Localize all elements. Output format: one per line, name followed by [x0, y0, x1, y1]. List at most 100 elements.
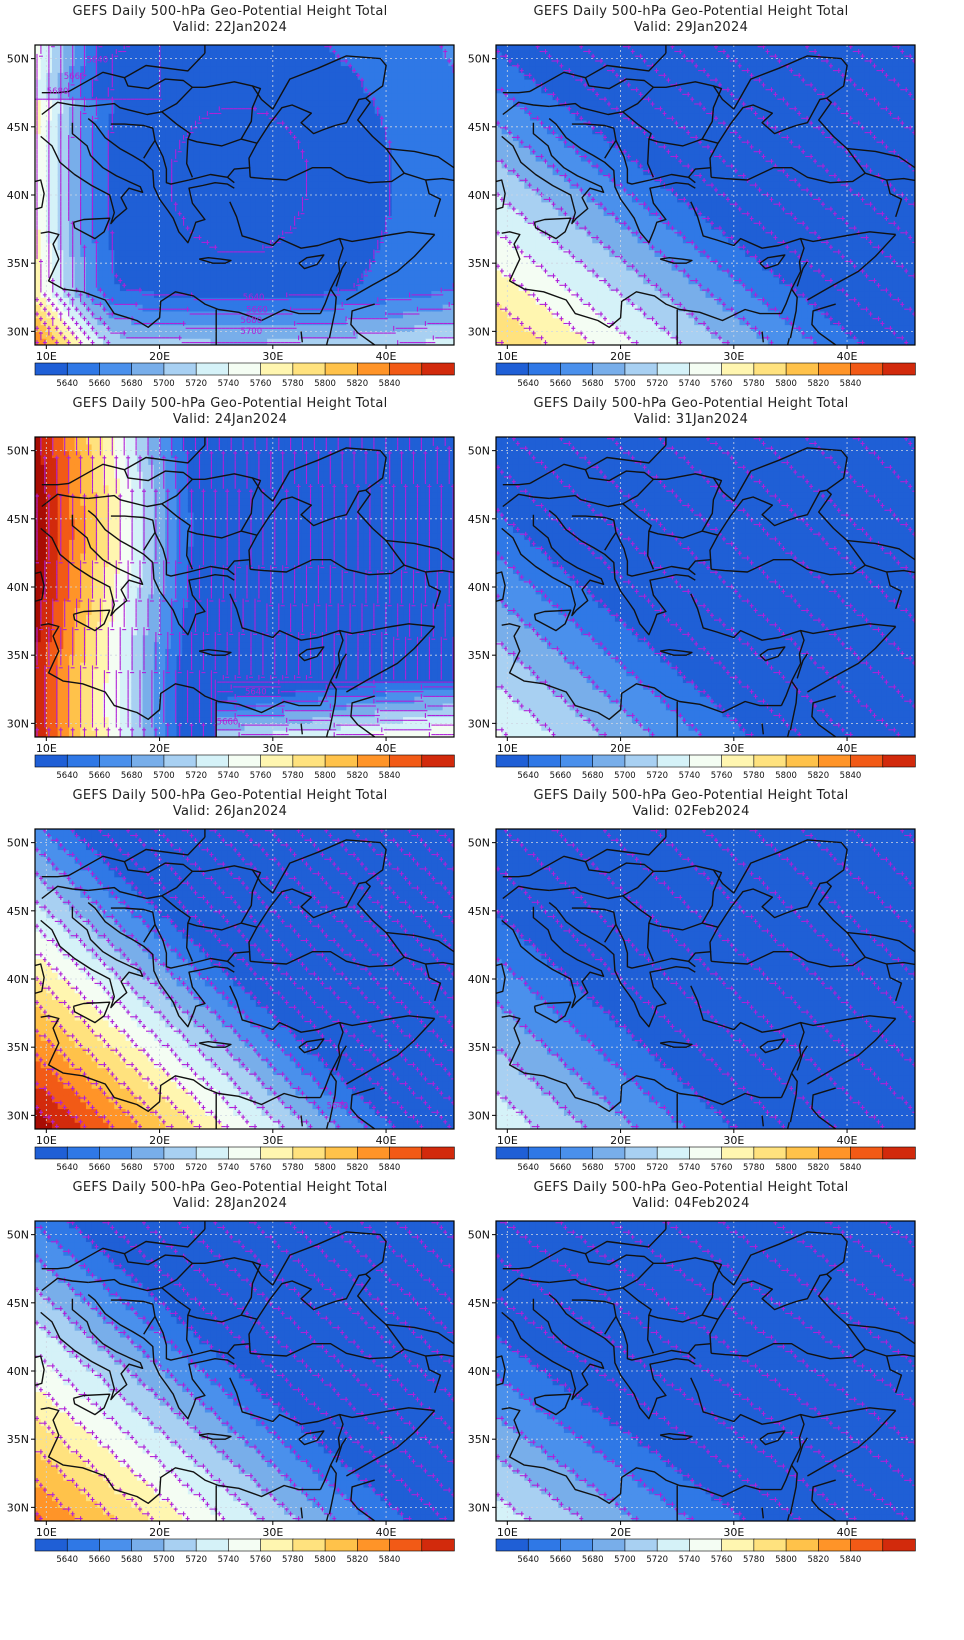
panel-title: GEFS Daily 500-hPa Geo-Potential Height …	[0, 1180, 460, 1196]
colorbar-level-label: 5640	[517, 1163, 539, 1173]
contour-label: 5640	[86, 56, 108, 66]
lon-tick-label: 30E	[723, 742, 744, 755]
colorbar-level-label: 5800	[314, 379, 336, 389]
lon-tick-label: 10E	[36, 350, 57, 363]
colorbar-swatch	[357, 1146, 391, 1160]
colorbar-swatch	[753, 362, 787, 376]
colorbar-swatch	[527, 1538, 562, 1552]
colorbar-level-label: 5840	[379, 1555, 401, 1565]
contour-label: 5640	[243, 293, 265, 303]
colorbar-swatch	[818, 1146, 852, 1160]
colorbar-swatch	[163, 1146, 197, 1160]
height-field	[496, 1221, 915, 1521]
colorbar-swatch	[34, 362, 68, 376]
panel-title: GEFS Daily 500-hPa Geo-Potential Height …	[461, 1180, 921, 1196]
lat-tick-label: 45N	[7, 121, 29, 134]
colorbar-level-label: 5720	[646, 771, 668, 781]
graticule	[496, 1221, 915, 1521]
colorbar-swatch	[66, 362, 101, 376]
colorbar-swatch	[850, 754, 884, 768]
lon-tick-label: 40E	[837, 742, 858, 755]
colorbar-swatch	[292, 1538, 326, 1552]
colorbar-swatch	[592, 1538, 626, 1552]
colorbar-legend: 5640 5660 5680 5700 5720 5740 5760 5780 5800 5820…	[34, 754, 455, 781]
colorbar-swatch	[421, 1146, 455, 1160]
colorbar-level-label: 5740	[679, 1555, 701, 1565]
colorbar-swatch	[66, 754, 101, 768]
lat-tick-label: 50N	[7, 837, 29, 850]
colorbar-swatch	[131, 362, 165, 376]
lat-tick-label: 45N	[7, 513, 29, 526]
colorbar-swatch	[882, 754, 916, 768]
colorbar-swatch	[99, 1146, 133, 1160]
lat-tick-label: 35N	[7, 257, 29, 270]
colorbar-swatch	[560, 1146, 594, 1160]
lat-tick-label: 40N	[7, 1365, 29, 1378]
colorbar-level-label: 5660	[89, 1163, 111, 1173]
colorbar-level-label: 5640	[56, 1163, 78, 1173]
colorbar-swatch	[195, 362, 230, 376]
lon-tick-label: 20E	[610, 1526, 631, 1539]
graticule	[35, 45, 454, 345]
colorbar-swatch	[163, 362, 197, 376]
lat-tick-label: 40N	[7, 189, 29, 202]
colorbar-level-label: 5780	[282, 771, 304, 781]
panel-title: GEFS Daily 500-hPa Geo-Potential Height …	[0, 396, 460, 412]
panel-valid-date: Valid: 26Jan2024	[0, 804, 460, 820]
colorbar-swatch	[195, 1538, 230, 1552]
colorbar-level-label: 5700	[614, 1163, 636, 1173]
colorbar-level-label: 5760	[711, 771, 733, 781]
graticule	[35, 1221, 454, 1521]
colorbar-level-label: 5820	[346, 379, 368, 389]
height-field	[35, 45, 454, 345]
colorbar-swatch	[850, 1146, 884, 1160]
height-field	[496, 829, 915, 1129]
colorbar-level-label: 5680	[121, 379, 143, 389]
colorbar-legend: 5640 5660 5680 5700 5720 5740 5760 5780 5800 5820…	[495, 1538, 916, 1565]
coastlines	[496, 829, 915, 1129]
colorbar-level-label: 5780	[743, 1555, 765, 1565]
colorbar-swatch	[624, 754, 658, 768]
graticule	[496, 829, 915, 1129]
colorbar-swatch	[292, 1146, 326, 1160]
lat-tick-label: 30N	[7, 717, 29, 730]
map-panel: GEFS Daily 500-hPa Geo-Potential Height …	[461, 784, 921, 1192]
colorbar-swatch	[850, 362, 884, 376]
lon-tick-label: 10E	[497, 1134, 518, 1147]
panel-valid-date: Valid: 22Jan2024	[0, 20, 460, 36]
colorbar-level-label: 5820	[346, 1555, 368, 1565]
colorbar-swatch	[389, 1146, 423, 1160]
lat-tick-label: 35N	[468, 1041, 490, 1054]
colorbar-swatch	[850, 1538, 884, 1552]
colorbar-level-label: 5720	[185, 379, 207, 389]
colorbar-swatch	[163, 754, 197, 768]
colorbar-swatch	[99, 754, 133, 768]
colorbar-level-label: 5640	[56, 379, 78, 389]
graticule	[35, 437, 454, 737]
colorbar-level-label: 5820	[807, 771, 829, 781]
lon-tick-label: 40E	[376, 350, 397, 363]
colorbar-level-label: 5660	[89, 771, 111, 781]
lat-tick-label: 30N	[468, 325, 490, 338]
colorbar-level-label: 5840	[379, 771, 401, 781]
lat-tick-label: 35N	[468, 257, 490, 270]
map-panel: GEFS Daily 500-hPa Geo-Potential Height …	[0, 1176, 460, 1584]
colorbar-level-label: 5820	[346, 771, 368, 781]
colorbar-level-label: 5640	[56, 771, 78, 781]
colorbar-level-label: 5780	[282, 1555, 304, 1565]
colorbar-level-label: 5820	[807, 1555, 829, 1565]
lon-tick-label: 30E	[723, 350, 744, 363]
colorbar-swatch	[560, 362, 594, 376]
colorbar-level-label: 5740	[679, 771, 701, 781]
lat-tick-label: 30N	[7, 1109, 29, 1122]
contour-label: 5660	[246, 305, 268, 315]
colorbar-level-label: 5740	[218, 379, 240, 389]
panel-valid-date: Valid: 31Jan2024	[461, 412, 921, 428]
colorbar-swatch	[656, 1538, 691, 1552]
colorbar-swatch	[785, 1146, 820, 1160]
colorbar-swatch	[357, 754, 391, 768]
